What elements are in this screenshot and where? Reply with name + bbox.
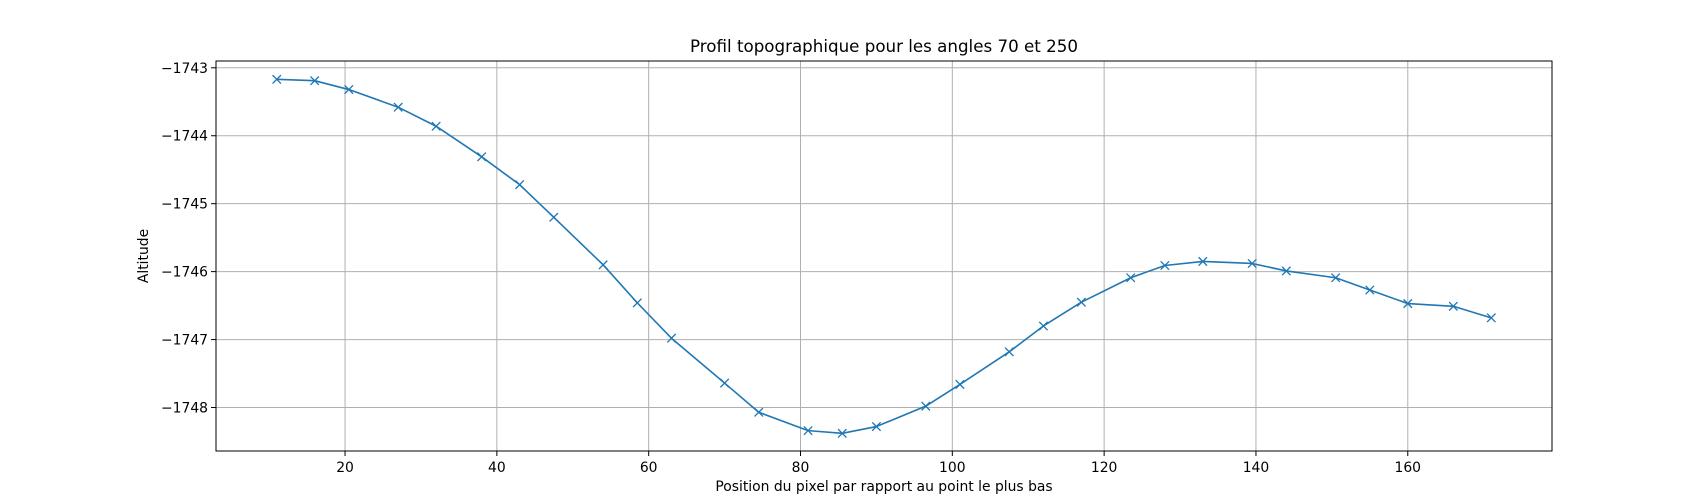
x-tick-label: 160 <box>1395 460 1422 476</box>
data-point-marker <box>754 407 764 417</box>
y-axis-label: Altitude <box>136 229 152 283</box>
x-tick-label: 40 <box>488 460 506 476</box>
y-tick-label: −1745 <box>161 197 208 213</box>
data-point-marker <box>1126 273 1136 283</box>
x-tick-label: 140 <box>1243 460 1270 476</box>
data-point-marker <box>632 298 642 308</box>
data-point-marker <box>477 152 487 162</box>
series-layer <box>272 74 1496 438</box>
data-point-marker <box>310 76 320 86</box>
data-point-marker <box>1365 285 1375 295</box>
data-point-marker <box>1076 297 1087 307</box>
data-point-marker <box>1486 313 1496 323</box>
plot-frame <box>215 60 1553 452</box>
y-tick-label: −1748 <box>161 401 208 417</box>
data-point-marker <box>598 260 608 270</box>
data-point-marker <box>1247 258 1257 269</box>
x-tick-label: 60 <box>640 460 658 476</box>
data-point-marker <box>272 74 282 85</box>
data-point-marker <box>1004 347 1014 357</box>
data-point-marker <box>1038 321 1049 331</box>
x-tick-label: 20 <box>336 460 354 476</box>
y-tick-label: −1747 <box>161 333 208 349</box>
data-point-marker <box>1403 298 1413 309</box>
x-tick-label: 100 <box>939 460 966 476</box>
data-point-marker <box>719 378 730 388</box>
x-tick-label: 80 <box>792 460 810 476</box>
data-point-marker <box>1198 256 1208 267</box>
data-point-marker <box>871 421 882 432</box>
x-tick-label: 120 <box>1091 460 1118 476</box>
chart-title: Profil topographique pour les angles 70 … <box>690 36 1078 56</box>
data-point-marker <box>837 428 847 438</box>
data-point-marker <box>921 401 931 411</box>
data-point-marker <box>1448 301 1458 311</box>
data-point-marker <box>803 425 813 436</box>
grid <box>216 61 1552 451</box>
data-point-marker <box>514 179 525 190</box>
y-tick-label: −1746 <box>161 265 208 281</box>
data-point-marker <box>1281 266 1291 276</box>
series-line <box>276 78 1492 435</box>
data-point-marker <box>1160 260 1170 271</box>
data-point-marker <box>1330 273 1341 283</box>
data-point-marker <box>955 379 965 390</box>
data-point-marker <box>344 84 354 95</box>
x-axis-label: Position du pixel par rapport au point l… <box>715 479 1052 495</box>
data-point-marker <box>549 212 559 222</box>
data-point-marker <box>431 121 441 131</box>
data-point-marker <box>666 333 677 343</box>
y-tick-label: −1744 <box>161 129 208 145</box>
axis-ticks: 20 40 60 80 100 120 140 160 −1743 −1744 −1745 −1746… <box>161 61 1421 476</box>
data-point-marker <box>393 102 403 112</box>
y-tick-label: −1743 <box>161 61 208 77</box>
